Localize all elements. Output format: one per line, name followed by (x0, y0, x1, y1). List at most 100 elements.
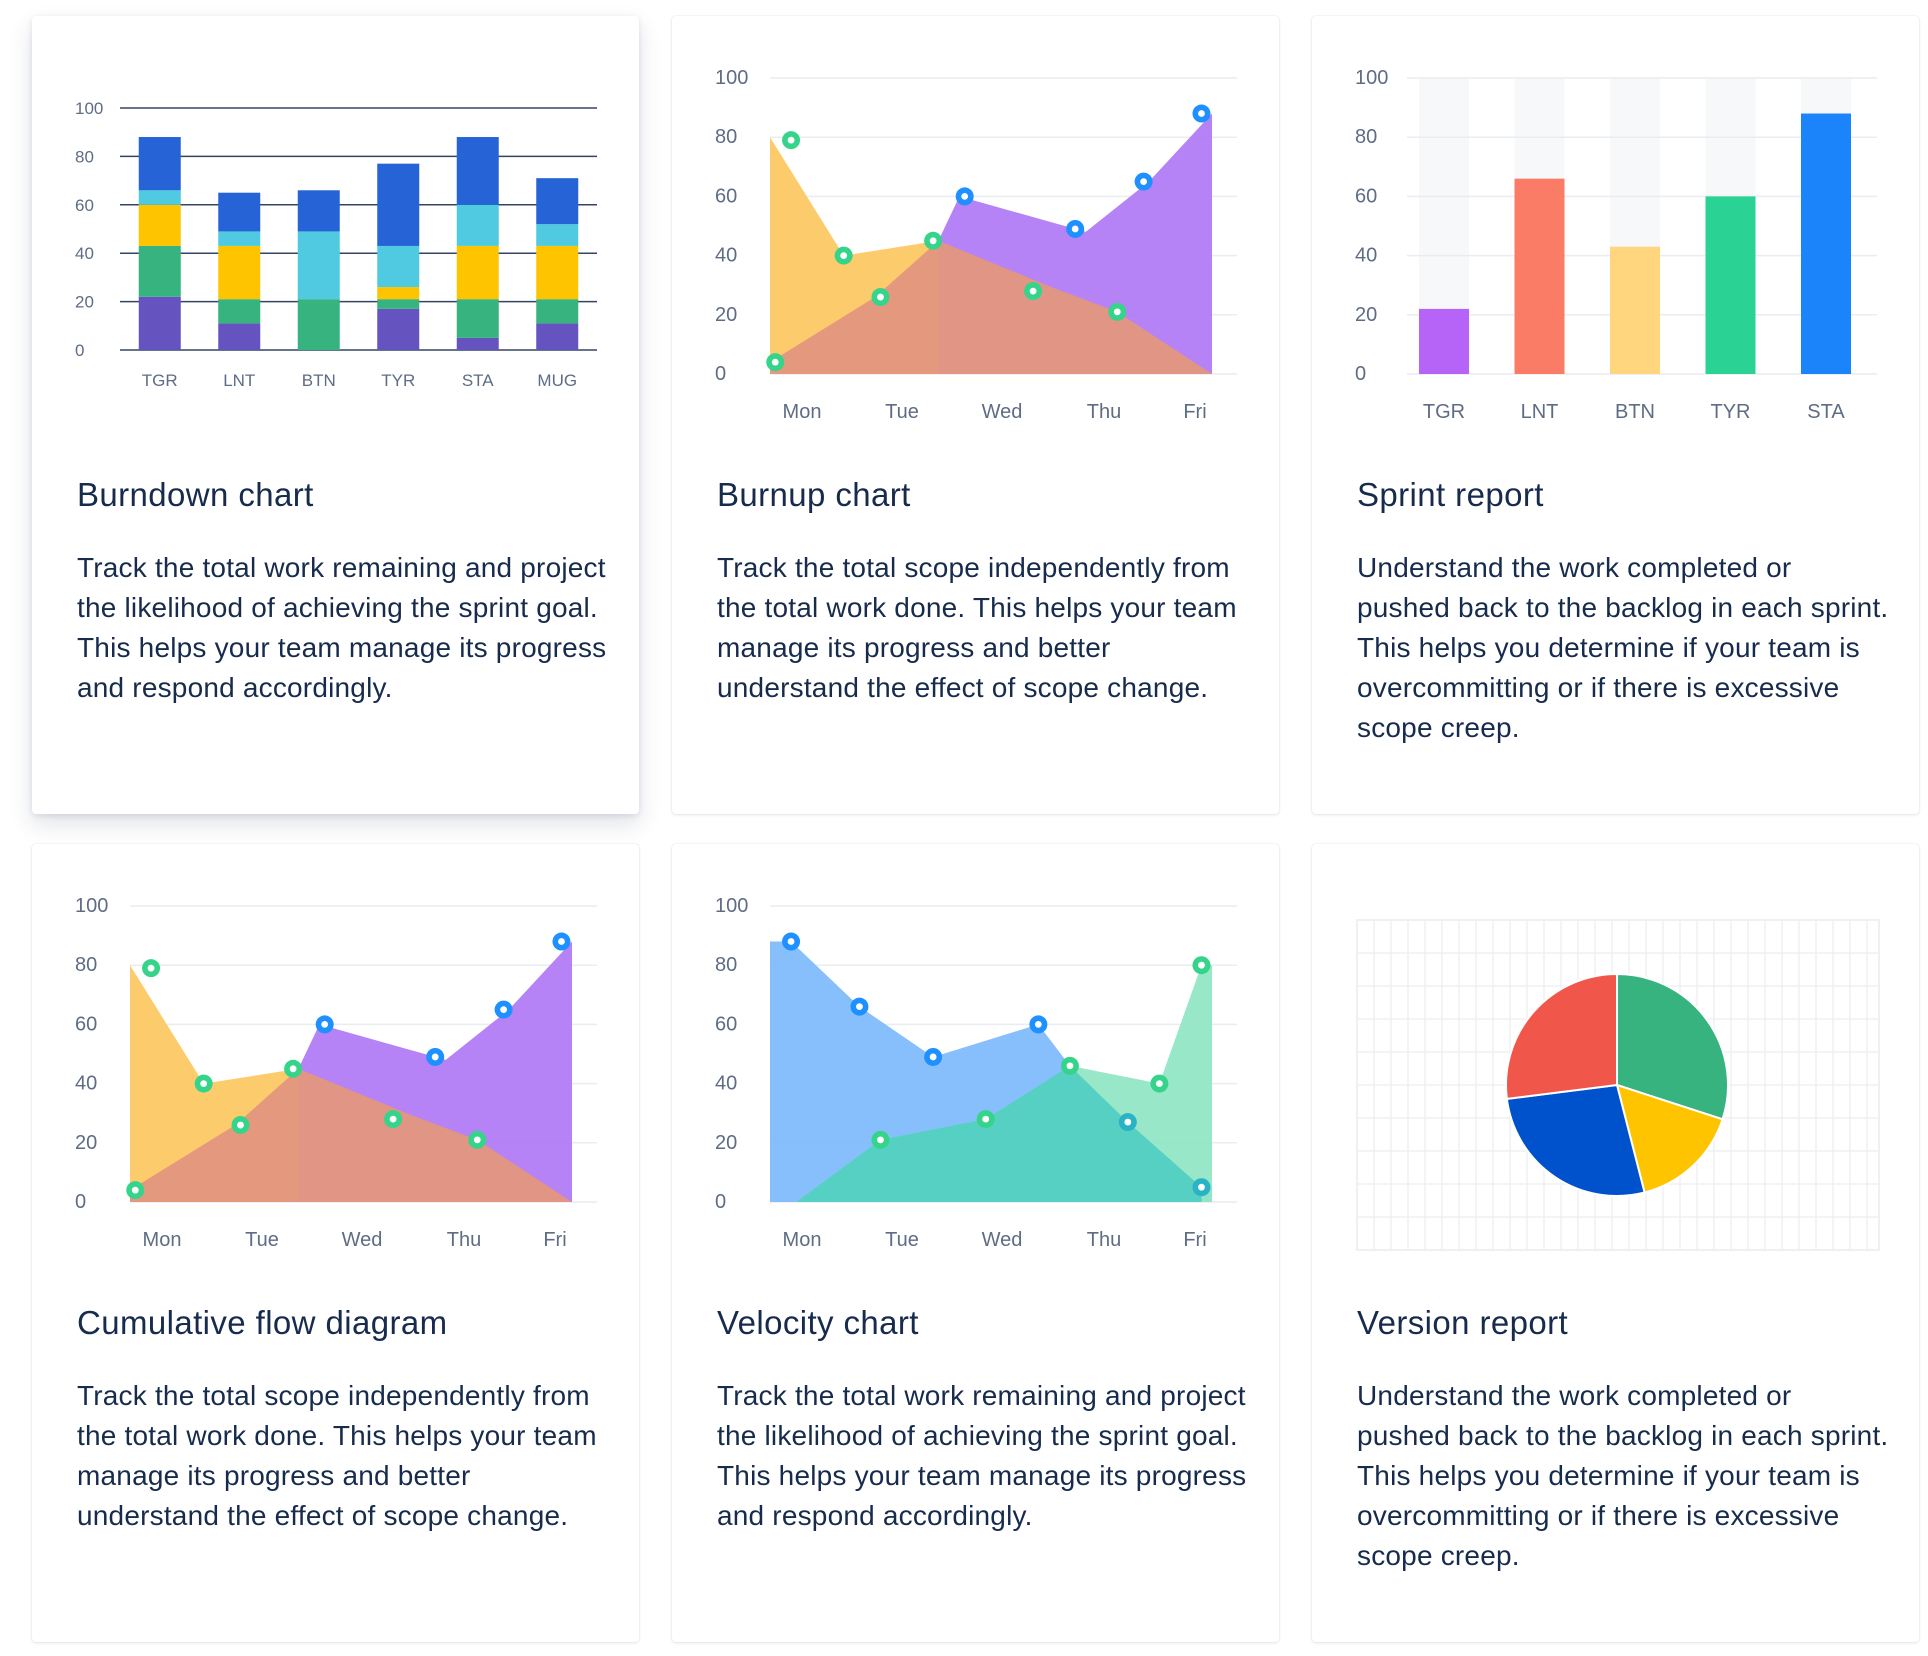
y-tick-label: 0 (715, 1191, 726, 1213)
card-description: Track the total scope independently from… (717, 552, 1237, 703)
x-tick-label: STA (462, 371, 494, 390)
card-sprint-report[interactable]: 0 20 40 60 80 100 TGR LNT BTN TYR STA Sprint repor… (1312, 16, 1919, 814)
x-tick-label: LNT (1521, 401, 1559, 423)
data-point-center (389, 1115, 397, 1123)
x-tick-label: Mon (783, 401, 822, 423)
card-title: Cumulative flow diagram (77, 1304, 448, 1341)
card-description: Understand the work completed or pushed … (1357, 552, 1889, 743)
pie-slice-yellow (1615, 1083, 1724, 1194)
pie-slice-blue (1505, 1083, 1646, 1197)
x-tick-label: Mon (143, 1229, 182, 1251)
y-tick-label: 0 (715, 363, 726, 385)
data-point-center (289, 1065, 297, 1073)
y-tick-label: 20 (715, 1132, 737, 1154)
bar-segment (536, 299, 579, 324)
velocity-area-chart: 0 20 40 60 80 100 Mon Tue Wed Thu Fri (715, 895, 1237, 1251)
card-cumulative-flow-diagram[interactable]: 0 20 40 60 80 100 Mon Tue Wed Thu Fri Cumulative f… (32, 844, 639, 1642)
data-point-center (237, 1121, 244, 1129)
data-point-center (147, 964, 155, 972)
bar-segment (536, 245, 579, 300)
bar-segment (138, 245, 181, 297)
bar-segment (536, 323, 579, 350)
card-burnup-chart[interactable]: 0 20 40 60 80 100 Mon Tue Wed Thu Fri Burnup chart… (672, 16, 1279, 814)
bar-segment (218, 299, 261, 324)
data-point-center (200, 1080, 208, 1087)
data-point-center (840, 252, 848, 259)
bar-segment (377, 163, 420, 246)
bar-segment (456, 337, 499, 350)
data-point-center (1124, 1118, 1132, 1126)
y-tick-label: 80 (715, 126, 737, 148)
burnup-area-chart: 0 20 40 60 80 100 Mon Tue Wed Thu Fri (715, 67, 1237, 423)
bar-segment (138, 190, 181, 205)
x-tick-label: Fri (1183, 401, 1206, 423)
x-tick-label: Fri (543, 1229, 566, 1251)
x-tick-label: Thu (1087, 401, 1121, 423)
y-tick-label: 0 (75, 1191, 86, 1213)
bar-segment (377, 299, 420, 309)
card-description: Track the total work remaining and proje… (77, 552, 607, 703)
version-report-pie-chart (1356, 919, 1880, 1251)
cumulative-flow-area-chart: 0 20 40 60 80 100 Mon Tue Wed Thu Fri (75, 895, 597, 1251)
y-tick-label: 100 (715, 67, 748, 89)
data-point-center (1198, 1183, 1205, 1191)
bar-segment (536, 224, 579, 246)
bar (1514, 178, 1565, 374)
data-point-center (1155, 1080, 1163, 1087)
y-tick-label: 60 (75, 1013, 97, 1035)
x-tick-label: TYR (381, 371, 415, 390)
bar (1705, 196, 1756, 374)
x-tick-label: Mon (783, 1229, 822, 1251)
data-point-center (961, 193, 969, 200)
bar-segment (138, 137, 181, 191)
x-tick-label: Tue (885, 1229, 919, 1251)
data-point-center (1034, 1021, 1042, 1028)
bar-segment (456, 204, 499, 246)
bar-segment (377, 245, 420, 288)
y-tick-label: 60 (715, 1013, 737, 1035)
bar-segment (218, 231, 261, 246)
bar-segment (297, 190, 340, 232)
card-title: Sprint report (1357, 476, 1544, 513)
y-tick-label: 60 (715, 185, 737, 207)
y-tick-label: 40 (75, 244, 94, 263)
card-title: Burnup chart (717, 476, 911, 513)
x-tick-label: Tue (885, 401, 919, 423)
data-point-center (787, 938, 795, 945)
x-tick-label: TYR (1711, 401, 1751, 423)
data-point-center (558, 938, 565, 945)
bar-segment (138, 204, 181, 246)
x-tick-label: BTN (1615, 401, 1655, 423)
y-tick-label: 100 (1355, 67, 1388, 89)
bar-segment (456, 137, 499, 205)
card-velocity-chart[interactable]: 0 20 40 60 80 100 Mon Tue Wed Thu Fri Velocity cha… (672, 844, 1279, 1642)
y-tick-label: 100 (75, 99, 103, 118)
bar (1610, 246, 1660, 374)
y-tick-label: 100 (75, 895, 108, 917)
y-tick-label: 20 (75, 1132, 97, 1154)
y-tick-label: 20 (715, 304, 737, 326)
card-version-report[interactable]: Version report Understand the work compl… (1312, 844, 1919, 1642)
x-tick-label: Wed (982, 1229, 1023, 1251)
bar-segment (377, 308, 420, 350)
data-point-center (1029, 287, 1037, 295)
x-tick-label: Wed (342, 1229, 383, 1251)
data-point-center (1140, 178, 1147, 186)
y-tick-label: 60 (75, 196, 94, 215)
bar-segment (456, 299, 499, 338)
card-description: Track the total work remaining and proje… (717, 1380, 1247, 1531)
y-tick-label: 40 (715, 245, 737, 267)
bar-segment (377, 287, 420, 300)
card-burndown-chart[interactable]: 0 20 40 60 80 100 TGR LNT BTN TYR STA MUG Burndown … (32, 16, 639, 814)
x-tick-label: LNT (223, 371, 255, 390)
pie-slice-green (1616, 972, 1729, 1121)
data-point-center (321, 1021, 329, 1028)
data-point-center (929, 237, 937, 245)
data-point-center (877, 1136, 884, 1144)
data-point-center (929, 1053, 937, 1061)
area-series-orange (130, 1068, 572, 1202)
data-point-center (787, 136, 795, 144)
y-tick-label: 80 (715, 954, 737, 976)
data-point-center (1066, 1062, 1074, 1070)
x-tick-label: Fri (1183, 1229, 1206, 1251)
